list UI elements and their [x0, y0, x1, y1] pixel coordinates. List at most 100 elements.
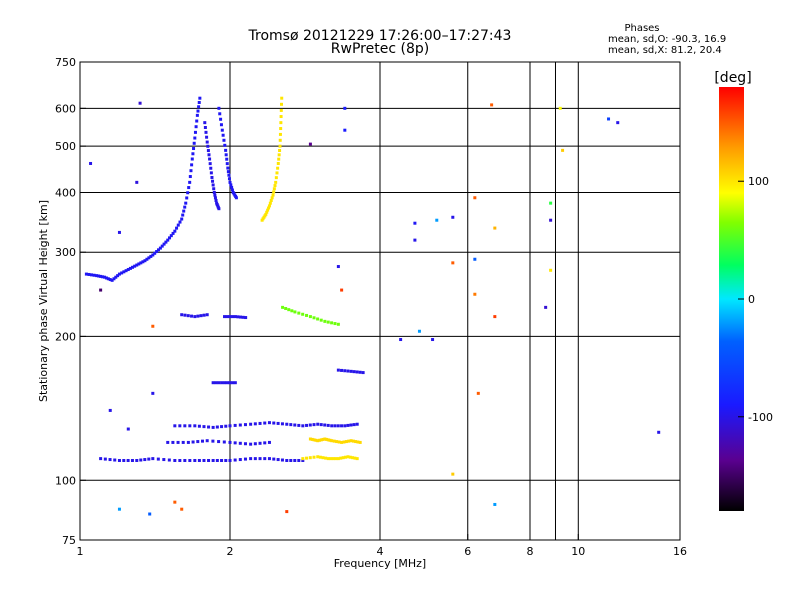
trace-point: [310, 437, 314, 441]
trace-point: [267, 206, 271, 210]
trace-point: [289, 458, 293, 462]
trace-point: [344, 455, 348, 459]
trace-point: [211, 381, 215, 385]
chart-title: Tromsø 20121229 17:26:00–17:27:43: [248, 28, 512, 44]
trace-point: [276, 166, 280, 170]
trace-point: [228, 440, 232, 444]
trace-point: [164, 240, 168, 244]
trace-point: [200, 439, 204, 443]
data-point: [549, 218, 553, 222]
data-point: [135, 180, 139, 184]
data-point: [549, 201, 553, 205]
trace-point: [308, 315, 312, 319]
trace-point: [173, 458, 177, 462]
trace-point: [253, 457, 257, 461]
trace-point: [269, 198, 273, 202]
data-point: [549, 268, 553, 272]
trace-point: [211, 458, 215, 462]
trace-point: [278, 144, 282, 148]
trace-point: [323, 319, 327, 323]
trace-point: [205, 313, 209, 317]
data-point: [99, 288, 103, 292]
trace-point: [155, 250, 159, 254]
y-tick-label: 600: [55, 102, 76, 115]
trace-point: [351, 456, 355, 460]
trace-point: [196, 440, 200, 444]
trace-point: [333, 424, 337, 428]
trace-point: [312, 316, 316, 320]
data-point: [473, 196, 477, 200]
trace-point: [103, 457, 107, 461]
data-point: [607, 117, 611, 121]
trace-point: [225, 157, 229, 161]
trace-point: [238, 458, 242, 462]
trace-point: [293, 458, 297, 462]
trace-point: [193, 136, 197, 140]
trace-point: [347, 439, 351, 443]
trace-point: [238, 423, 242, 427]
trace-point: [117, 458, 121, 462]
trace-point: [195, 113, 199, 117]
trace-point: [209, 166, 213, 170]
trace-point: [207, 458, 211, 462]
data-point: [180, 507, 184, 511]
trace-point: [279, 115, 283, 119]
y-tick-label: 750: [55, 56, 76, 69]
trace-point: [312, 455, 316, 459]
trace-point: [211, 439, 215, 443]
trace-point: [188, 175, 192, 179]
trace-point: [253, 442, 257, 446]
trace-point: [316, 455, 320, 459]
trace-point: [305, 456, 309, 460]
trace-point: [267, 204, 271, 208]
trace-point: [181, 440, 185, 444]
trace-point: [272, 187, 276, 191]
trace-point: [176, 440, 180, 444]
trace-point: [258, 421, 262, 425]
x-axis-label: Frequency [MHz]: [334, 557, 426, 570]
trace-point: [325, 437, 329, 441]
data-point: [336, 265, 340, 269]
trace-point: [326, 320, 330, 324]
trace-point: [120, 271, 124, 275]
trace-point: [110, 278, 114, 282]
colorbar-ticks: 100 0 -100: [738, 175, 773, 424]
trace-point: [175, 226, 179, 230]
trace-point: [271, 193, 275, 197]
trace-point: [228, 458, 232, 462]
trace-point: [202, 425, 206, 429]
x-tick-label: 8: [527, 545, 534, 558]
trace-point: [234, 196, 238, 200]
trace-point: [331, 457, 335, 461]
trace-point: [349, 423, 353, 427]
trace-point: [330, 424, 334, 428]
trace-point: [278, 148, 282, 152]
trace-point: [267, 440, 271, 444]
data-point: [117, 507, 121, 511]
trace-point: [278, 138, 282, 142]
trace-point: [297, 423, 301, 427]
trace-point: [301, 458, 305, 462]
trace-point: [230, 188, 234, 192]
trace-point: [290, 309, 294, 313]
trace-point: [113, 458, 117, 462]
trace-point: [258, 441, 262, 445]
data-point: [473, 257, 477, 261]
trace-point: [176, 223, 180, 227]
trace-point: [219, 123, 223, 127]
trace-point: [330, 321, 334, 325]
trace-point: [217, 440, 221, 444]
trace-point: [321, 437, 325, 441]
trace-point: [274, 180, 278, 184]
trace-point: [219, 117, 223, 121]
trace-point: [284, 307, 288, 311]
trace-point: [122, 458, 126, 462]
trace-point: [233, 381, 237, 385]
x-tick-label: 4: [377, 545, 384, 558]
trace-point: [228, 315, 232, 319]
trace-point: [157, 248, 161, 252]
trace-point: [135, 263, 139, 267]
trace-point: [191, 152, 195, 156]
trace-point: [297, 311, 301, 315]
